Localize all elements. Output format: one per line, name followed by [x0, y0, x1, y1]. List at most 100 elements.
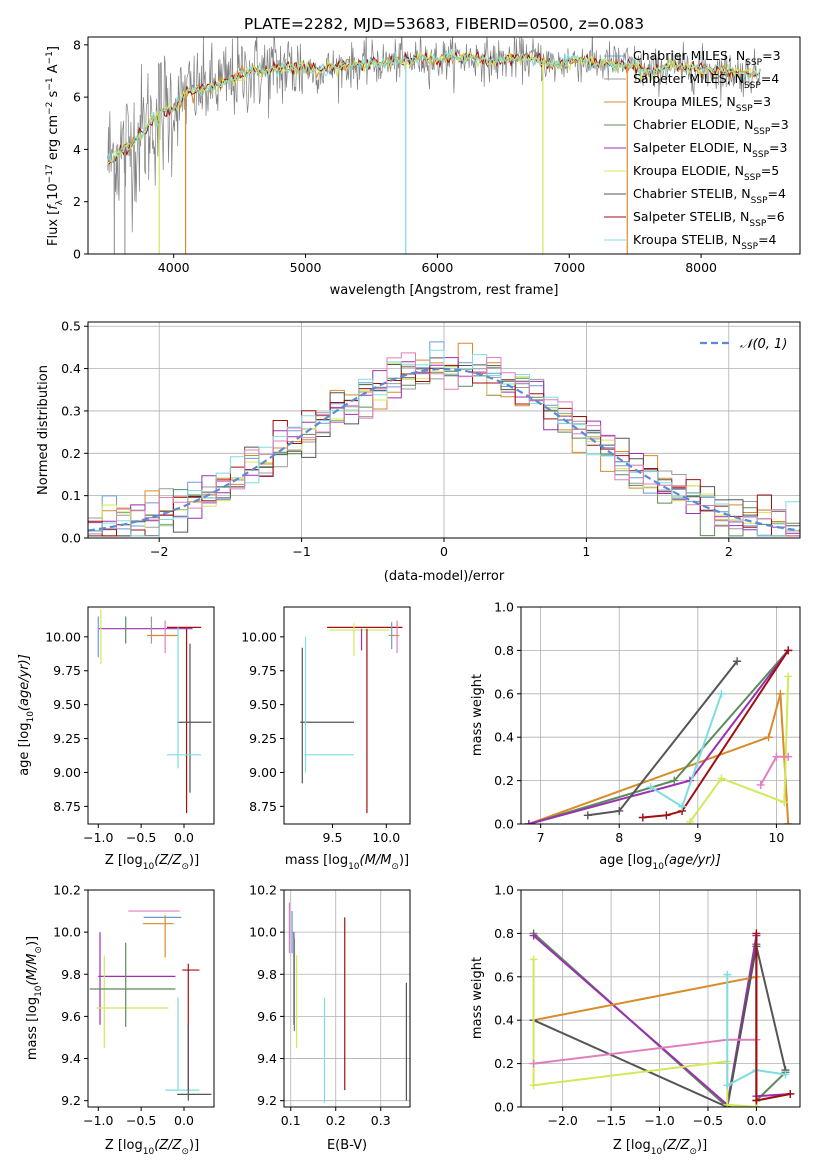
label-part: (age/yr)] [664, 853, 721, 868]
label-part: (age/yr)] [17, 654, 32, 711]
y-tick-label: 0 [73, 247, 81, 262]
data-layer [288, 902, 407, 1103]
label-part: −17 [45, 164, 55, 183]
y-tick-label: 4 [73, 142, 81, 157]
label-part: Flux [ [46, 210, 61, 246]
x-tick-label: 0.3 [371, 1113, 391, 1128]
x-tick-label: −1.0 [644, 1113, 674, 1128]
data-layer [300, 620, 403, 814]
y-tick-label: 9.75 [53, 663, 81, 678]
label-part: Chabrier STELIB, N [633, 186, 751, 201]
x-axis-label: age [log10(age/yr)] [599, 853, 721, 872]
series-marker [662, 811, 671, 820]
label-part: ⊙ [391, 862, 399, 872]
label-part: =4 [768, 186, 786, 201]
axes-border [87, 606, 215, 825]
label-part: 10 [143, 862, 155, 872]
series-line [533, 946, 787, 1107]
x-tick-label: 2 [725, 544, 733, 559]
y-tick-label: 10.2 [249, 883, 277, 898]
y-axis-label: mass weight [470, 674, 485, 756]
series-marker [524, 820, 533, 824]
label-part: 10 [26, 711, 36, 723]
y-tick-label: 10.0 [249, 925, 277, 940]
series-line [689, 676, 790, 823]
x-axis-label: wavelength [Angstrom, rest frame] [330, 283, 559, 298]
series-line [726, 974, 786, 1087]
y-tick-label: 0.8 [494, 643, 514, 658]
y-tick-label: 9.4 [257, 1051, 277, 1066]
y-tick-label: 9.25 [249, 731, 277, 746]
label-part: 10 [651, 1147, 663, 1157]
label-part: Salpeter MILES, N [633, 71, 744, 86]
series-marker [615, 806, 624, 815]
series-marker [752, 1096, 761, 1105]
histogram-step-line [88, 368, 800, 537]
residuals-panel: −2 −1 0 1 2 0.0 0.1 0.2 0.3 0.4 0.5 𝒩(0, 1) (data-mo… [36, 319, 801, 584]
data-layer [97, 609, 212, 814]
label-part: ⊙ [34, 946, 44, 954]
y-tick-label: 0.6 [494, 969, 514, 984]
z-age-panel: −1.0 −0.5 0.0 8.75 9.00 9.25 9.50 9.75 10.00 Z [l… [17, 606, 215, 872]
y-axis-label: mass [log10(M/M⊙)] [25, 936, 44, 1060]
legend-entry: Salpeter STELIB, NSSP=6 [633, 209, 785, 229]
label-part: Z [log [613, 1138, 651, 1153]
y-tick-label: 1.0 [494, 600, 514, 615]
label-part: SSP [745, 58, 762, 68]
legend-entry: Salpeter ELODIE, NSSP=3 [633, 140, 787, 160]
y-tick-label: 9.6 [61, 1009, 81, 1024]
y-tick-label: 10.2 [53, 883, 81, 898]
label-part: (Z/Z [154, 853, 182, 868]
series-marker [780, 798, 789, 807]
y-tick-label: 9.4 [61, 1051, 81, 1066]
data-layer [529, 929, 795, 1107]
data-layer [524, 646, 793, 824]
series-line [642, 649, 790, 819]
series-marker [756, 780, 765, 789]
series-marker [776, 689, 785, 698]
x-axis-label: mass [log10(M/M⊙)] [285, 853, 409, 872]
series-marker [733, 657, 742, 666]
label-part: Chabrier MILES, N [633, 48, 745, 63]
y-axis-label: mass weight [470, 957, 485, 1039]
x-tick-label: −0.5 [693, 1113, 723, 1128]
axes-border [87, 36, 801, 255]
ebv-mass-panel: 0.1 0.2 0.3 9.2 9.4 9.6 9.8 10.0 10.2 E(B-V) [249, 883, 411, 1153]
series-marker [583, 811, 592, 820]
label-part: )] [697, 1138, 707, 1153]
y-tick-label: 9.50 [249, 697, 277, 712]
label-part: (M/M [25, 954, 40, 986]
label-part: mass [log [285, 853, 348, 868]
label-part: SSP [744, 173, 761, 183]
x-tick-label: 7 [537, 830, 545, 845]
x-tick-label: 1 [582, 544, 590, 559]
series-marker [529, 955, 538, 964]
histogram-step-line [88, 352, 800, 537]
data-spectrum-line [107, 37, 761, 233]
x-tick-label: 0.2 [326, 1113, 346, 1128]
spectrum-panel: 4000 5000 6000 7000 8000 0 2 4 6 8 Chabrier MILES,… [45, 36, 801, 298]
y-tick-label: 8 [73, 37, 81, 52]
x-tick-label: −0.5 [126, 1113, 156, 1128]
axes-border [520, 889, 801, 1108]
y-tick-label: 0.0 [494, 1100, 514, 1115]
label-part: age [log [17, 723, 32, 776]
legend-entry: Chabrier MILES, NSSP=3 [633, 48, 781, 68]
y-tick-label: 8.75 [249, 799, 277, 814]
y-tick-label: 9.00 [249, 765, 277, 780]
x-tick-label: −1.5 [596, 1113, 626, 1128]
y-tick-label: 8.75 [53, 799, 81, 814]
gaussian-curve [88, 367, 800, 532]
label-part: −2 [45, 102, 55, 115]
label-part: 10 [46, 183, 61, 200]
series-marker [784, 820, 793, 824]
series-marker [784, 752, 793, 761]
label-part: ] [46, 46, 61, 51]
y-tick-label: 0.8 [494, 926, 514, 941]
label-part: 10 [143, 1147, 155, 1157]
x-tick-label: −1.0 [83, 830, 113, 845]
x-tick-label: 0.0 [174, 830, 194, 845]
axes-frame: 7 8 9 10 0.0 0.2 0.4 0.6 0.8 1.0 [494, 600, 801, 845]
label-part: (M/M [360, 853, 392, 868]
